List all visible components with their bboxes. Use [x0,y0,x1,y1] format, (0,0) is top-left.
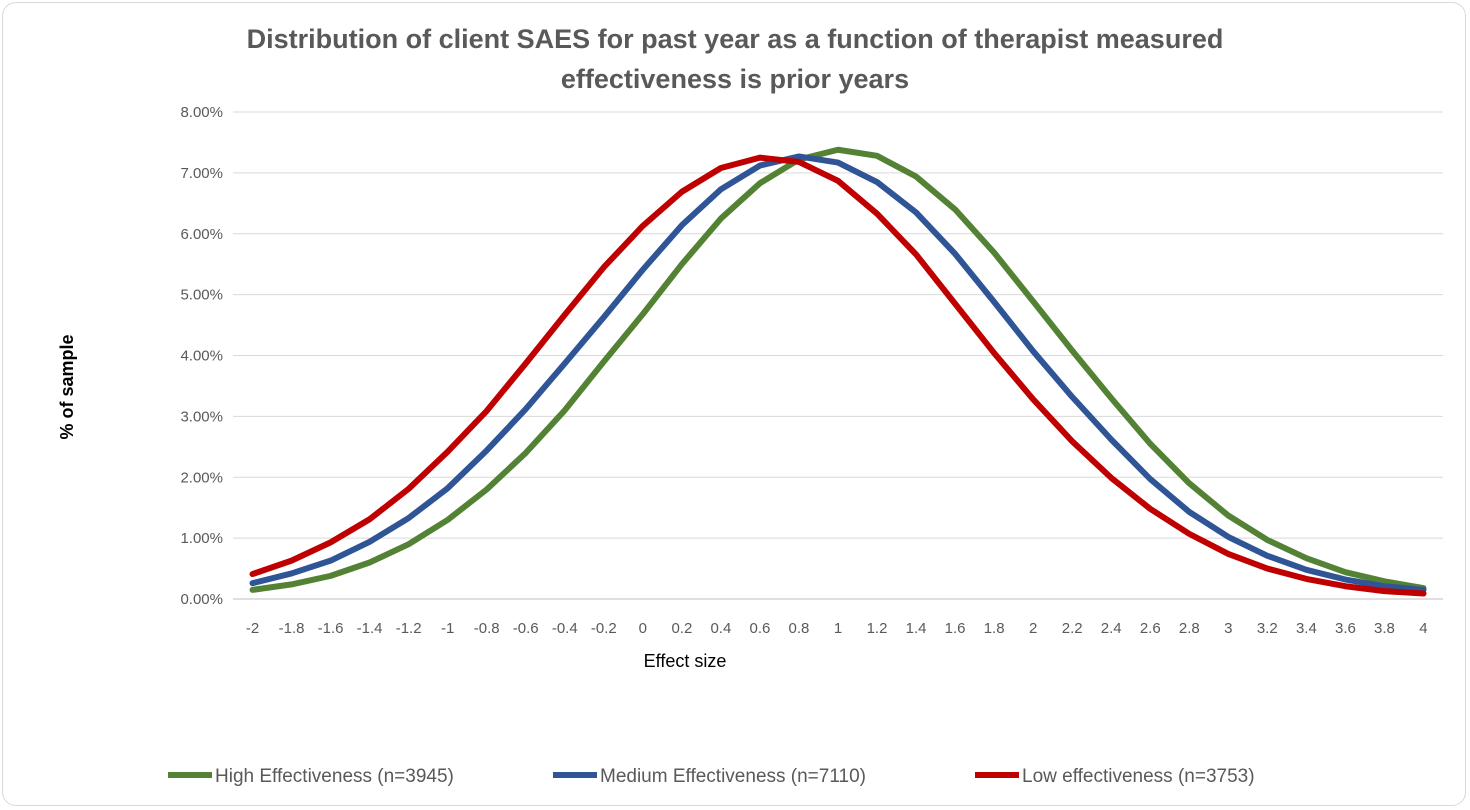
x-tick-label: -2 [246,620,259,637]
x-tick-label: 4 [1419,620,1427,637]
legend-label: Medium Effectiveness (n=7110) [600,766,866,787]
y-tick-label: 6.00% [180,226,223,243]
y-tick-label: 0.00% [180,591,223,608]
x-tick-label: 0.8 [789,620,810,637]
y-tick-label: 3.00% [180,408,223,425]
x-tick-label: 1.8 [984,620,1005,637]
x-tick-label: 1 [834,620,842,637]
y-axis-title: % of sample [57,334,77,439]
series-lines [249,146,1427,597]
x-tick-label: 1.4 [906,620,927,637]
x-tick-label: 3.4 [1296,620,1317,637]
x-tick-label: 3.2 [1257,620,1278,637]
series-2 [249,153,1427,593]
chart-title-line-2: effectiveness is prior years [561,64,909,94]
x-tick-label: -1 [441,620,454,637]
x-tick-label: 2.4 [1101,620,1122,637]
x-tick-label: -0.8 [474,620,500,637]
x-tick-label: 2 [1029,620,1037,637]
legend-item: Low effectiveness (n=3753) [975,766,1255,787]
x-tick-label: 2.8 [1179,620,1200,637]
series-3 [249,154,1427,597]
legend-label: High Effectiveness (n=3945) [215,766,454,787]
x-tick-label: 2.6 [1140,620,1161,637]
x-tick-label: -0.6 [513,620,539,637]
legend-label: Low effectiveness (n=3753) [1022,766,1255,787]
legend-item: Medium Effectiveness (n=7110) [553,766,866,787]
x-tick-label: -1.6 [318,620,344,637]
gridlines [233,111,1443,600]
x-tick-label: 2.2 [1062,620,1083,637]
legend-item: High Effectiveness (n=3945) [168,766,454,787]
x-tick-label: -1.8 [279,620,305,637]
x-axis-title: Effect size [644,651,727,671]
x-tick-label: 1.6 [945,620,966,637]
y-tick-label: 2.00% [180,469,223,486]
y-tick-label: 1.00% [180,530,223,547]
x-tick-label: 3.8 [1374,620,1395,637]
series-line [249,146,1427,593]
legend: High Effectiveness (n=3945) Medium Effect… [168,766,1255,787]
x-tick-label: 0.2 [671,620,692,637]
y-axis-ticks: 0.00% 1.00% 2.00% 3.00% 4.00% 5.00% 6.00% 7.00%… [180,104,223,608]
x-tick-label: -0.4 [552,620,578,637]
x-tick-label: 1.2 [867,620,888,637]
chart-title-line-1: Distribution of client SAES for past yea… [247,24,1224,54]
x-tick-label: 0.6 [750,620,771,637]
x-tick-label: 3 [1224,620,1232,637]
x-tick-label: 0 [639,620,647,637]
chart-title: Distribution of client SAES for past yea… [247,24,1224,94]
series-1 [249,146,1427,593]
x-tick-label: -0.2 [591,620,617,637]
x-tick-label: -1.2 [396,620,422,637]
y-tick-label: 4.00% [180,348,223,365]
x-tick-label: 0.4 [710,620,731,637]
y-tick-label: 5.00% [180,287,223,304]
x-tick-label: -1.4 [357,620,383,637]
y-tick-label: 8.00% [180,104,223,121]
x-axis-ticks: -2 -1.8 -1.6 -1.4 -1.2 -1 -0.8 -0.6 -0.4 -0.2 0 0.2… [246,620,1428,637]
y-tick-label: 7.00% [180,165,223,182]
x-tick-label: 3.6 [1335,620,1356,637]
